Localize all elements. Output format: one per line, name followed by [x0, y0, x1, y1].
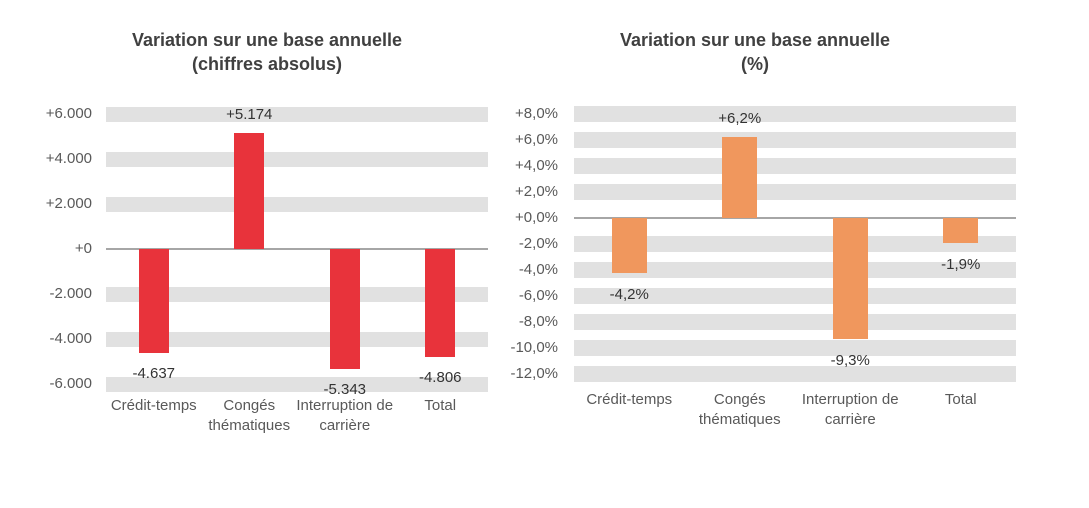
category-label-1: Congés thématiques: [698, 391, 781, 428]
y-axis-tick-label: -2.000: [49, 285, 92, 302]
y-axis-tick-label: +4.000: [45, 150, 92, 167]
data-label-2: -5.343: [323, 381, 367, 399]
chart-title: Variation sur une base annuelle (chiffre…: [131, 30, 403, 74]
category-label-0: Crédit-temps: [586, 391, 673, 408]
y-axis-tick-label: -12,0%: [510, 365, 558, 382]
x-axis-line: [106, 248, 488, 250]
gridline-band: [106, 196, 488, 212]
bar-3: [943, 218, 979, 243]
gridline-band: [574, 236, 1016, 252]
y-axis-tick-label: -4,0%: [518, 261, 558, 278]
data-label-0: -4.637: [132, 365, 176, 383]
gridline-band: [106, 286, 488, 302]
y-axis-tick-label: -6.000: [49, 375, 92, 392]
y-axis-tick-label: +6.000: [45, 105, 92, 122]
data-label-3: -1,9%: [941, 255, 981, 273]
y-axis-tick-label: +6,0%: [515, 131, 558, 148]
bar-2: [329, 249, 360, 370]
data-label-3: -4.806: [418, 369, 462, 387]
gridline-band: [574, 184, 1016, 200]
data-label-2: -9,3%: [830, 351, 870, 369]
category-label-3: Total: [944, 391, 977, 408]
y-axis-tick-label: -6,0%: [518, 287, 558, 304]
y-axis-tick-label: +2.000: [45, 195, 92, 212]
x-axis-line: [574, 217, 1016, 219]
category-label-2: Interruption de carrière: [801, 391, 899, 428]
data-label-0: -4,2%: [609, 285, 649, 303]
gridline-band: [574, 262, 1016, 278]
bar-1: [722, 137, 758, 218]
gridline-band: [574, 314, 1016, 330]
y-axis-tick-label: +0,0%: [515, 209, 558, 226]
category-label-3: Total: [424, 397, 457, 414]
category-label-1: Congés thématiques: [208, 397, 291, 434]
gridline-band: [106, 376, 488, 392]
y-axis-tick-label: +0: [74, 240, 92, 257]
gridline-band: [574, 106, 1016, 122]
y-axis-tick-label: +8,0%: [515, 105, 558, 122]
gridline-band: [106, 106, 488, 122]
chart-title: Variation sur une base annuelle (%): [619, 30, 891, 74]
bar-3: [425, 249, 456, 358]
gridline-band: [106, 151, 488, 167]
y-axis-tick-label: -8,0%: [518, 313, 558, 330]
bar-1: [234, 132, 265, 249]
gridline-band: [106, 331, 488, 347]
y-axis-tick-label: -10,0%: [510, 339, 558, 356]
category-label-2: Interruption de carrière: [296, 397, 394, 434]
gridline-band: [574, 158, 1016, 174]
y-axis-tick-label: -2,0%: [518, 235, 558, 252]
gridline-band: [574, 366, 1016, 382]
data-label-1: +5.174: [226, 105, 273, 123]
gridline-band: [574, 132, 1016, 148]
gridline-band: [574, 340, 1016, 356]
bar-0: [138, 249, 169, 354]
y-axis-tick-label: +4,0%: [515, 157, 558, 174]
category-label-0: Crédit-temps: [110, 397, 197, 414]
bar-2: [832, 218, 868, 339]
gridline-band: [574, 288, 1016, 304]
y-axis-tick-label: +2,0%: [515, 183, 558, 200]
y-axis-tick-label: -4.000: [49, 330, 92, 347]
data-label-1: +6,2%: [718, 110, 762, 128]
bar-0: [611, 218, 647, 273]
